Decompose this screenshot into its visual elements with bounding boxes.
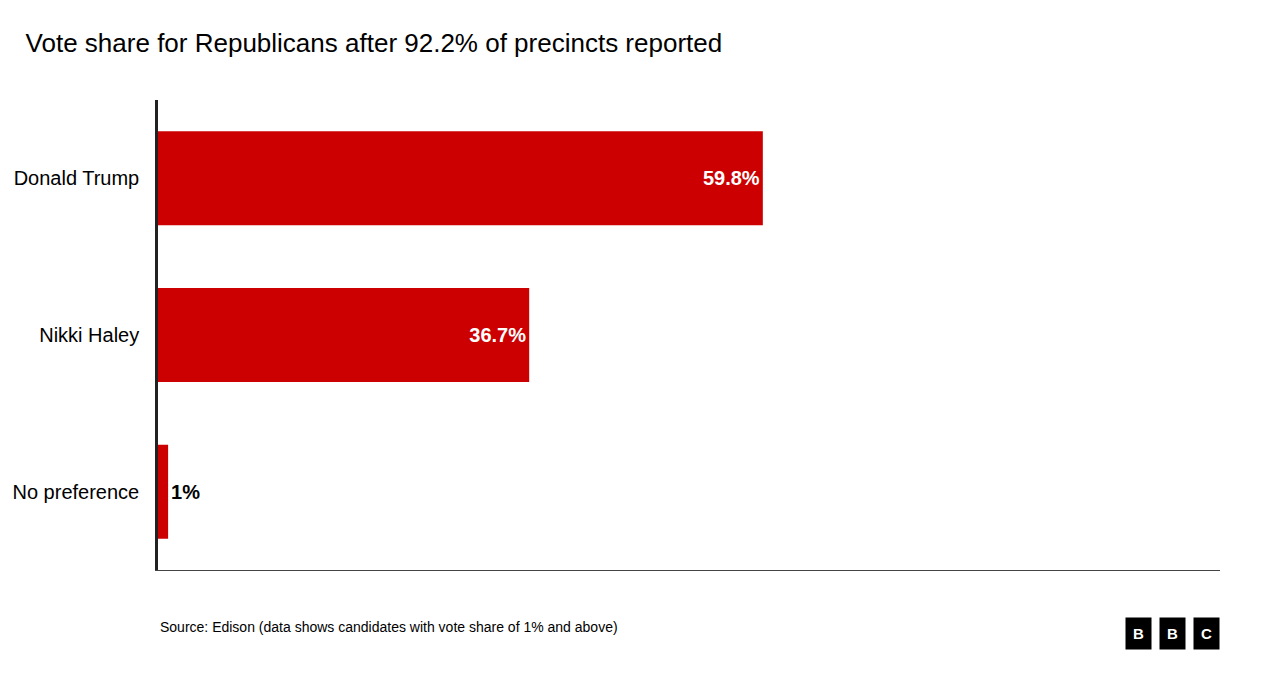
svg-text:Vote share for Republicans aft: Vote share for Republicans after 92.2% o… xyxy=(26,28,723,58)
svg-text:C: C xyxy=(1201,625,1212,642)
svg-text:Nikki Haley: Nikki Haley xyxy=(39,324,139,346)
svg-text:Donald Trump: Donald Trump xyxy=(14,167,140,189)
svg-text:36.7%: 36.7% xyxy=(469,324,526,346)
svg-text:No preference: No preference xyxy=(13,481,140,503)
svg-text:B: B xyxy=(1133,625,1144,642)
svg-text:B: B xyxy=(1167,625,1178,642)
svg-text:59.8%: 59.8% xyxy=(703,167,760,189)
svg-text:Source: Edison (data shows can: Source: Edison (data shows candidates wi… xyxy=(160,619,618,635)
svg-text:1%: 1% xyxy=(171,481,200,503)
